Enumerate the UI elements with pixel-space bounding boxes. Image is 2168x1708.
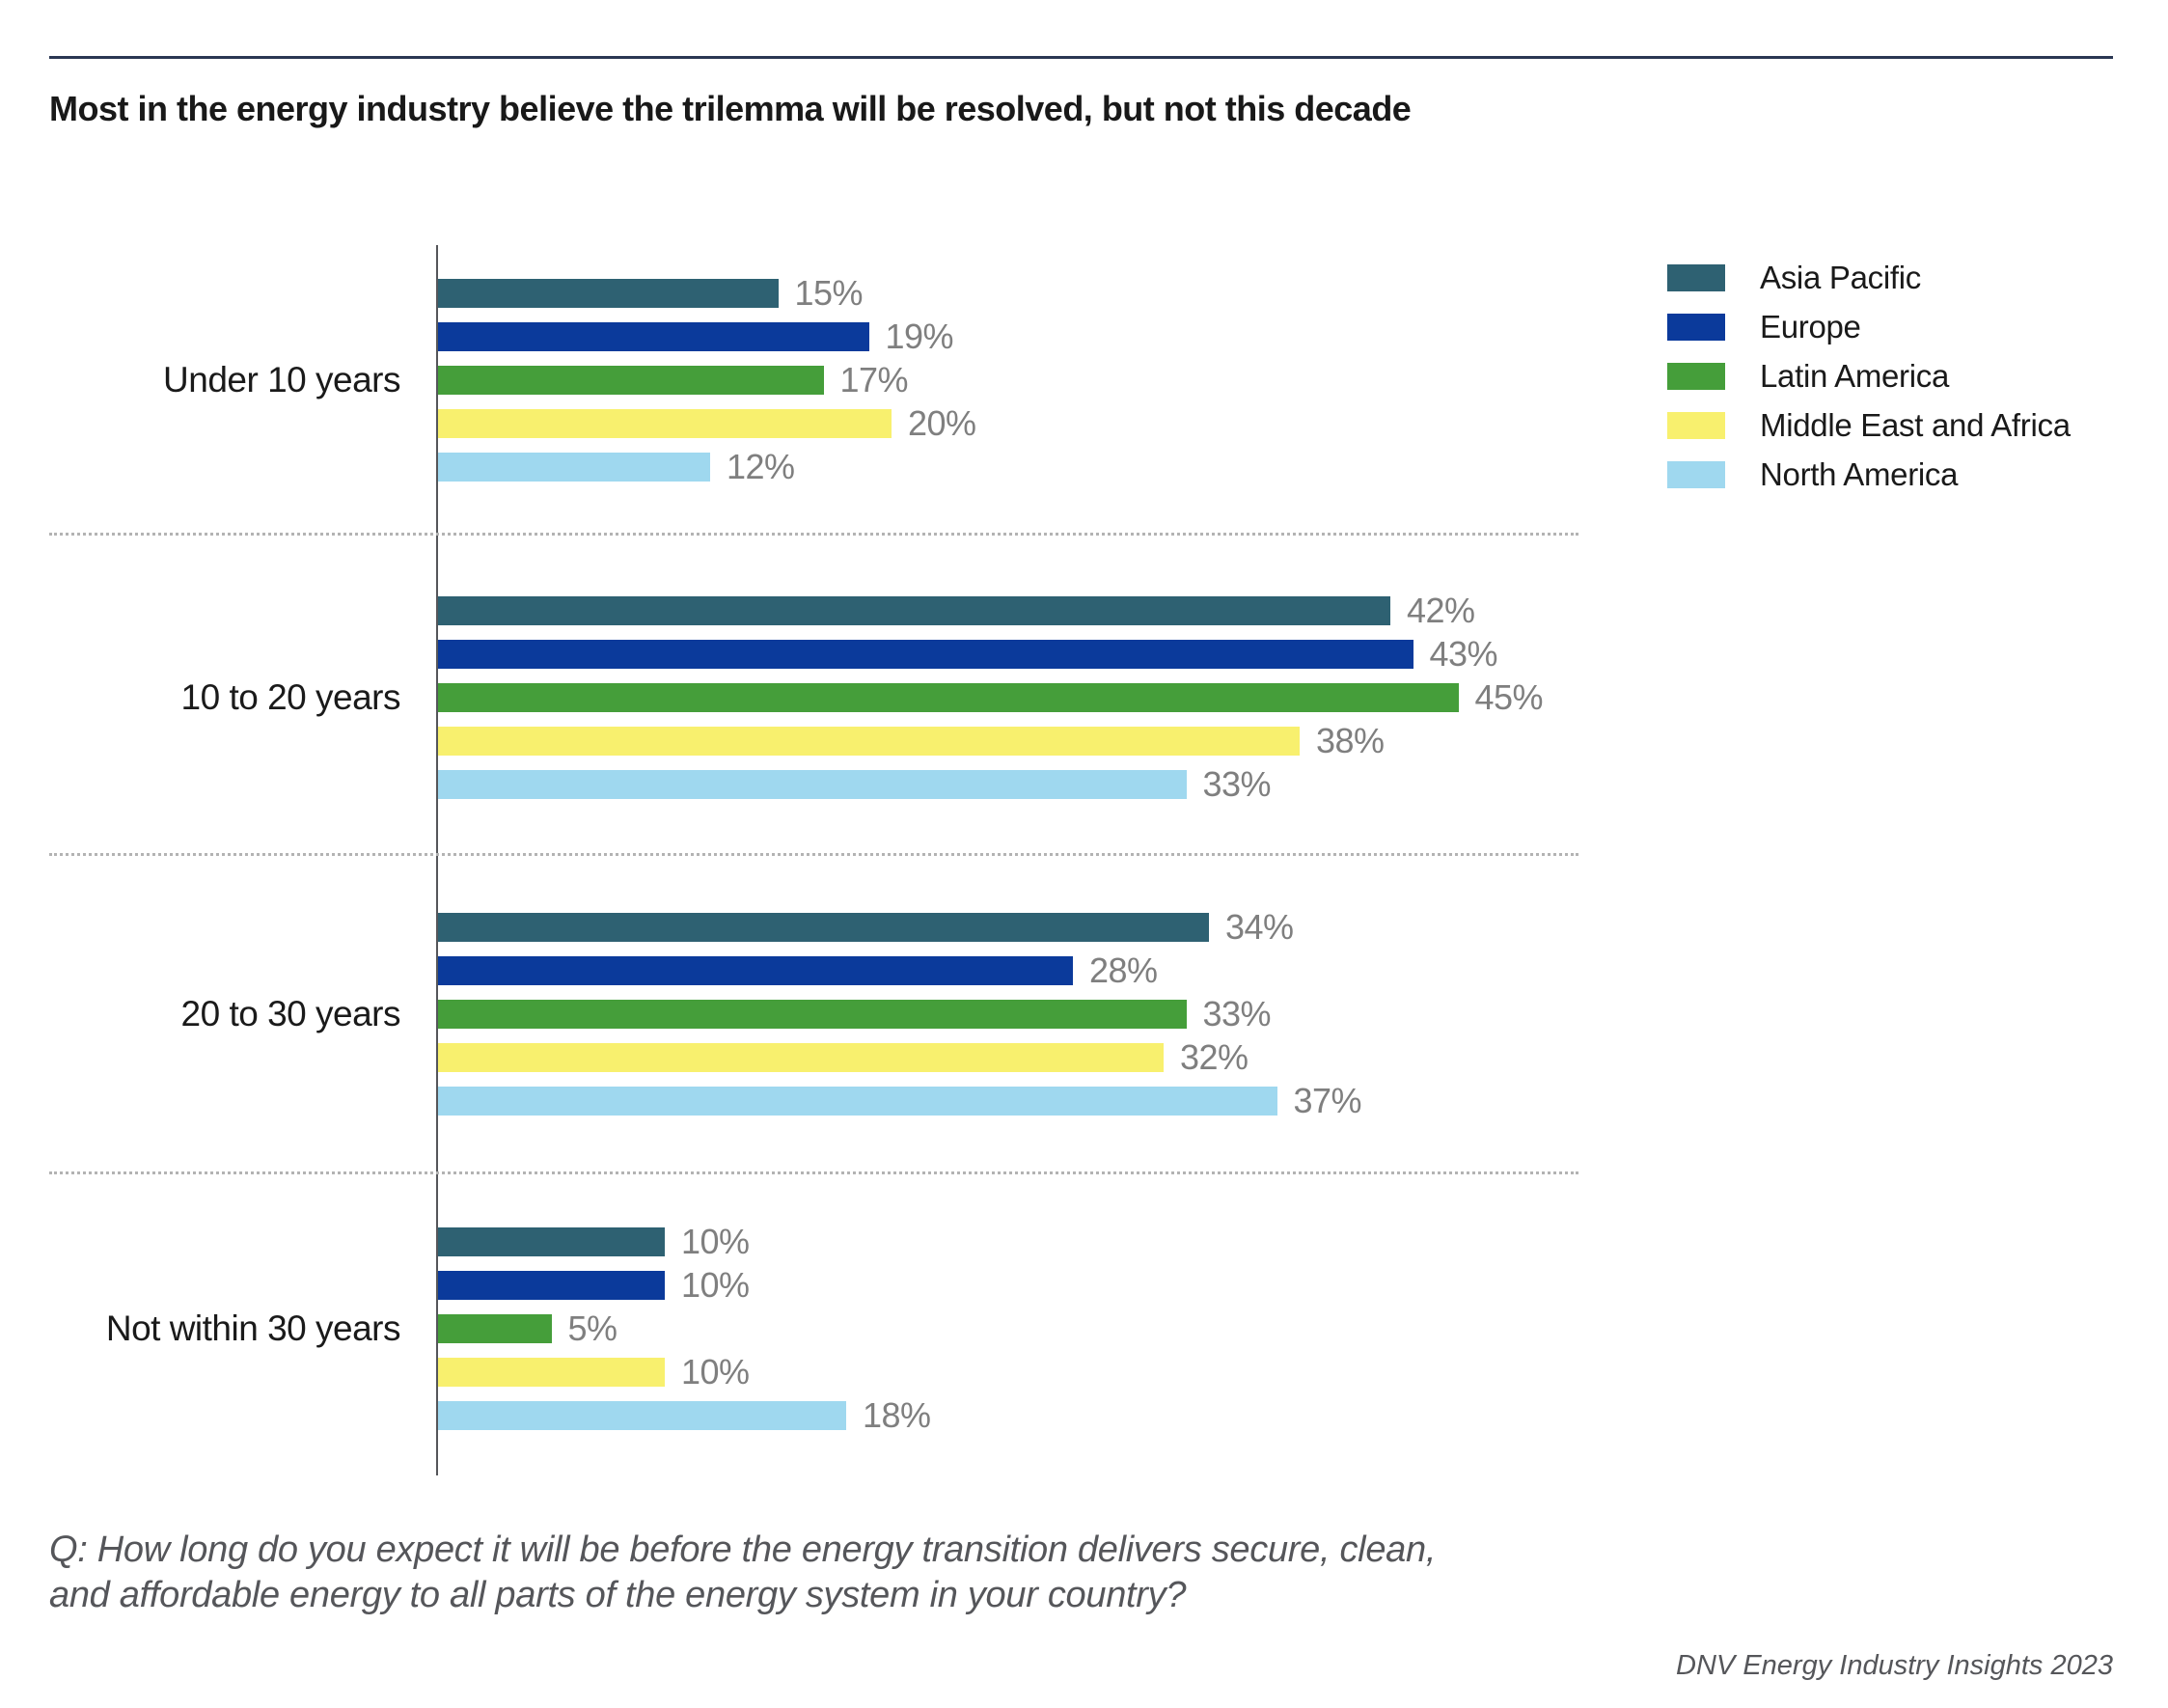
legend-item-latin-america: Latin America — [1667, 358, 1950, 394]
bar-value-label: 43% — [1429, 634, 1498, 674]
bar-row-10-to-20-years-europe: 43% — [438, 634, 1498, 674]
bar-row-not-within-30-years-europe: 10% — [438, 1265, 750, 1305]
bar-value-label: 20% — [908, 403, 976, 443]
legend-item-asia-pacific: Asia Pacific — [1667, 260, 1921, 295]
bar-north-america — [438, 1087, 1277, 1116]
bar-middle-east-and-africa — [438, 409, 892, 438]
bar-value-label: 18% — [863, 1395, 931, 1435]
bar-value-label: 12% — [727, 447, 795, 486]
bar-north-america — [438, 770, 1187, 799]
legend-item-middle-east-and-africa: Middle East and Africa — [1667, 407, 2071, 443]
bar-value-label: 19% — [885, 317, 954, 356]
y-axis-line — [436, 245, 438, 1475]
bar-value-label: 5% — [567, 1309, 618, 1348]
bar-value-label: 17% — [839, 360, 909, 399]
bar-value-label: 45% — [1474, 677, 1544, 717]
bar-asia-pacific — [438, 596, 1390, 625]
bar-row-20-to-30-years-latin-america: 33% — [438, 994, 1272, 1033]
bar-value-label: 32% — [1180, 1037, 1249, 1077]
bar-row-10-to-20-years-middle-east-and-africa: 38% — [438, 721, 1385, 760]
legend-label-asia-pacific: Asia Pacific — [1760, 260, 1921, 295]
bar-latin-america — [438, 1314, 552, 1343]
question-line-1: Q: How long do you expect it will be bef… — [49, 1529, 1437, 1570]
bar-value-label: 42% — [1407, 591, 1475, 630]
bar-value-label: 38% — [1316, 721, 1385, 760]
bar-value-label: 37% — [1293, 1081, 1362, 1120]
bar-north-america — [438, 1401, 846, 1430]
bar-north-america — [438, 453, 710, 482]
bar-value-label: 28% — [1089, 950, 1158, 990]
legend-swatch-latin-america — [1667, 363, 1725, 390]
category-label-not-within-30-years: Not within 30 years — [105, 1309, 401, 1348]
bar-row-20-to-30-years-asia-pacific: 34% — [438, 907, 1294, 947]
bar-middle-east-and-africa — [438, 727, 1300, 756]
bar-latin-america — [438, 1000, 1187, 1029]
bar-europe — [438, 1271, 665, 1300]
chart-title: Most in the energy industry believe the … — [49, 89, 1412, 128]
bar-europe — [438, 956, 1073, 985]
bar-row-not-within-30-years-middle-east-and-africa: 10% — [438, 1352, 750, 1391]
bar-value-label: 33% — [1202, 994, 1272, 1033]
bar-row-not-within-30-years-asia-pacific: 10% — [438, 1222, 750, 1261]
top-rule — [49, 56, 2113, 59]
bar-value-label: 34% — [1225, 907, 1294, 947]
bar-row-under-10-years-middle-east-and-africa: 20% — [438, 403, 976, 443]
legend-item-north-america: North America — [1667, 456, 1959, 492]
group-separator-2 — [49, 853, 1578, 856]
bar-row-not-within-30-years-north-america: 18% — [438, 1395, 931, 1435]
bar-row-10-to-20-years-latin-america: 45% — [438, 677, 1544, 717]
bar-middle-east-and-africa — [438, 1043, 1164, 1072]
bar-latin-america — [438, 683, 1459, 712]
category-label-under-10-years: Under 10 years — [163, 360, 400, 399]
question-line-2: and affordable energy to all parts of th… — [49, 1575, 1187, 1615]
legend-label-europe: Europe — [1760, 309, 1861, 344]
bar-asia-pacific — [438, 1227, 665, 1256]
bar-row-under-10-years-latin-america: 17% — [438, 360, 909, 399]
category-label-10-to-20-years: 10 to 20 years — [180, 677, 401, 717]
legend-item-europe: Europe — [1667, 309, 1861, 344]
bar-row-20-to-30-years-middle-east-and-africa: 32% — [438, 1037, 1249, 1077]
bar-value-label: 15% — [794, 273, 864, 313]
bar-value-label: 10% — [681, 1265, 750, 1305]
legend-label-middle-east-and-africa: Middle East and Africa — [1760, 407, 2071, 443]
bar-row-10-to-20-years-north-america: 33% — [438, 764, 1272, 804]
category-label-20-to-30-years: 20 to 30 years — [180, 994, 401, 1033]
bar-row-under-10-years-north-america: 12% — [438, 447, 795, 486]
bar-asia-pacific — [438, 913, 1209, 942]
bar-row-10-to-20-years-asia-pacific: 42% — [438, 591, 1475, 630]
group-separator-3 — [49, 1171, 1578, 1174]
legend-swatch-europe — [1667, 314, 1725, 341]
bar-value-label: 10% — [681, 1352, 750, 1391]
bar-asia-pacific — [438, 279, 779, 308]
group-separator-1 — [49, 533, 1578, 536]
bar-middle-east-and-africa — [438, 1358, 665, 1387]
bar-value-label: 33% — [1202, 764, 1272, 804]
bar-latin-america — [438, 366, 824, 395]
bar-row-20-to-30-years-north-america: 37% — [438, 1081, 1362, 1120]
legend-swatch-north-america — [1667, 461, 1725, 488]
question-text: Q: How long do you expect it will be bef… — [49, 1528, 1436, 1618]
bar-row-under-10-years-asia-pacific: 15% — [438, 273, 864, 313]
legend-label-latin-america: Latin America — [1760, 358, 1950, 394]
bar-value-label: 10% — [681, 1222, 750, 1261]
bar-row-20-to-30-years-europe: 28% — [438, 950, 1158, 990]
bar-row-under-10-years-europe: 19% — [438, 317, 954, 356]
legend-swatch-middle-east-and-africa — [1667, 412, 1725, 439]
bar-europe — [438, 640, 1413, 669]
source-text: DNV Energy Industry Insights 2023 — [1676, 1650, 2113, 1681]
legend-swatch-asia-pacific — [1667, 264, 1725, 291]
bar-europe — [438, 322, 869, 351]
legend-label-north-america: North America — [1760, 456, 1959, 492]
bar-row-not-within-30-years-latin-america: 5% — [438, 1309, 617, 1348]
